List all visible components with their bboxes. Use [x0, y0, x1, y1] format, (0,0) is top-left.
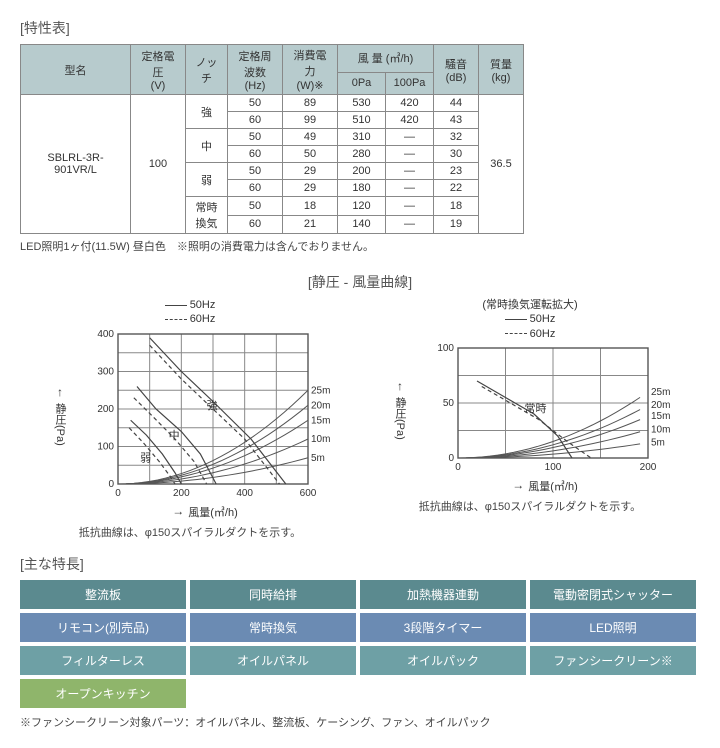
svg-text:弱: 弱: [140, 451, 151, 464]
chart1-svg: 0 200 400 600 0 100 200 300 400 25m 20m 15m 10m 5m 強中弱: [88, 329, 342, 502]
model-cell: SBLRL-3R-901VR/L: [21, 95, 131, 234]
svg-text:25m: 25m: [651, 387, 670, 398]
feature-chip: オイルパネル: [190, 646, 356, 675]
feature-chip: LED照明: [530, 613, 696, 642]
features-note: ※ファンシークリーン対象パーツ：オイルパネル、整流板、ケーシング、ファン、オイル…: [20, 714, 700, 730]
chart2-subtitle: (常時換気運転拡大) 50Hz 60Hz: [482, 298, 577, 341]
svg-text:0: 0: [455, 462, 461, 473]
arrow-right-icon: →: [512, 478, 524, 492]
notch-cell: 中: [186, 129, 228, 163]
mass-cell: 36.5: [479, 95, 524, 234]
svg-text:50: 50: [443, 398, 455, 409]
feature-chip: オイルパック: [360, 646, 526, 675]
svg-text:20m: 20m: [651, 400, 670, 411]
feature-chip: リモコン(別売品): [20, 613, 186, 642]
svg-text:10m: 10m: [311, 434, 330, 445]
feature-chip: 整流板: [20, 580, 186, 609]
notch-cell: 強: [186, 95, 228, 129]
arrow-up-icon: ↑: [397, 379, 403, 393]
col-noise: 騒音 (dB): [434, 45, 479, 95]
feature-chip: フィルターレス: [20, 646, 186, 675]
feature-chip: 電動密閉式シャッター: [530, 580, 696, 609]
svg-text:200: 200: [173, 488, 190, 499]
svg-text:常時: 常時: [525, 402, 547, 415]
chart2-footnote: 抵抗曲線は、φ150スパイラルダクトを示す。: [419, 498, 641, 514]
svg-text:25m: 25m: [311, 385, 330, 396]
svg-text:10m: 10m: [651, 424, 670, 435]
features-title: [主な特長]: [20, 554, 700, 574]
feature-chip: 3段階タイマー: [360, 613, 526, 642]
notch-cell: 常時 換気: [186, 197, 228, 234]
chart-main: 50Hz 60Hz ↑ 静圧(Pa) 0 200 400 600 0 100 200 300 4…: [38, 298, 342, 540]
arrow-right-icon: →: [172, 504, 184, 518]
svg-text:300: 300: [97, 366, 114, 377]
x-axis-label: 風量(㎥/h): [188, 504, 238, 520]
table-row: SBLRL-3R-901VR/L100強50895304204436.5: [21, 95, 524, 112]
svg-text:200: 200: [640, 462, 657, 473]
feature-chip: 常時換気: [190, 613, 356, 642]
charts-title: [静圧 - 風量曲線]: [20, 272, 700, 292]
col-mass: 質量 (kg): [479, 45, 524, 95]
svg-text:200: 200: [97, 404, 114, 415]
col-notch: ノッチ: [186, 45, 228, 95]
spec-note: LED照明1ヶ付(11.5W) 昼白色 ※照明の消費電力は含んでおりません。: [20, 238, 700, 254]
svg-text:0: 0: [108, 479, 114, 490]
spec-table-title: [特性表]: [20, 18, 700, 38]
feature-chip: オープンキッチン: [20, 679, 186, 708]
chart-zoom: (常時換気運転拡大) 50Hz 60Hz ↑ 静圧(Pa) 0 100 200 0 50…: [378, 298, 682, 514]
svg-text:400: 400: [236, 488, 253, 499]
svg-text:100: 100: [97, 441, 114, 452]
col-voltage: 定格電圧 (V): [131, 45, 186, 95]
svg-text:5m: 5m: [651, 437, 665, 448]
svg-text:強: 強: [207, 399, 218, 412]
svg-text:600: 600: [300, 488, 317, 499]
svg-text:15m: 15m: [651, 411, 670, 422]
svg-text:15m: 15m: [311, 415, 330, 426]
chart-legend: 50Hz 60Hz: [165, 298, 216, 327]
y-axis-label: 静圧(Pa): [52, 403, 68, 446]
voltage-cell: 100: [131, 95, 186, 234]
col-model: 型名: [21, 45, 131, 95]
col-airflow: 風 量 (㎥/h): [338, 45, 434, 73]
col-af100: 100Pa: [386, 72, 434, 94]
svg-text:20m: 20m: [311, 400, 330, 411]
feature-chip: 同時給排: [190, 580, 356, 609]
feature-chip: ファンシークリーン※: [530, 646, 696, 675]
col-power: 消費電力 (W)※: [283, 45, 338, 95]
chart1-footnote: 抵抗曲線は、φ150スパイラルダクトを示す。: [79, 524, 301, 540]
svg-text:0: 0: [115, 488, 121, 499]
chart2-svg: 0 100 200 0 50 100 25m 20m15m 10m 5m 常時: [428, 343, 682, 476]
arrow-up-icon: ↑: [57, 385, 63, 399]
svg-text:中: 中: [169, 429, 180, 442]
notch-cell: 弱: [186, 163, 228, 197]
features-grid: 整流板同時給排加熱機器連動電動密閉式シャッターリモコン(別売品)常時換気3段階タ…: [20, 580, 700, 708]
svg-text:100: 100: [437, 343, 454, 354]
spec-table: 型名 定格電圧 (V) ノッチ 定格周波数 (Hz) 消費電力 (W)※ 風 量…: [20, 44, 524, 234]
svg-text:400: 400: [97, 329, 114, 340]
y-axis-label-2: 静圧(Pa): [392, 397, 408, 440]
svg-text:5m: 5m: [311, 452, 325, 463]
feature-chip: 加熱機器連動: [360, 580, 526, 609]
svg-text:100: 100: [545, 462, 562, 473]
col-freq: 定格周波数 (Hz): [228, 45, 283, 95]
col-af0: 0Pa: [338, 72, 386, 94]
svg-text:0: 0: [448, 453, 454, 464]
x-axis-label-2: 風量(㎥/h): [528, 478, 578, 494]
